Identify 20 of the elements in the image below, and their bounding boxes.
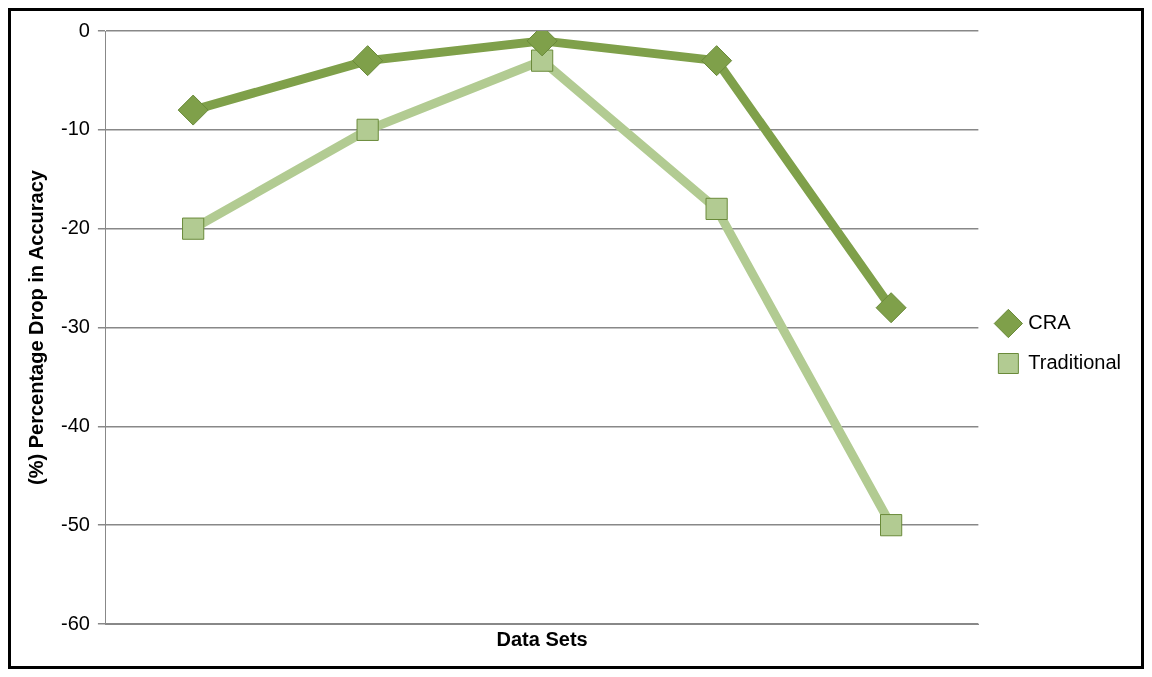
y-tick-label: -50	[61, 512, 90, 535]
point	[352, 45, 384, 77]
point	[880, 514, 903, 537]
y-tick-label: -10	[61, 117, 90, 140]
x-axis-title: Data Sets	[496, 627, 588, 650]
point	[177, 94, 209, 126]
point	[531, 49, 554, 72]
point	[705, 197, 728, 221]
point	[875, 292, 907, 324]
point	[356, 118, 379, 141]
y-tick-label: -30	[61, 315, 90, 338]
y-tick-label: -20	[61, 216, 90, 239]
point	[182, 217, 205, 240]
y-tick-label: -40	[61, 413, 90, 436]
legend-label: Traditional	[1028, 351, 1121, 374]
legend-label: CRA	[1028, 311, 1072, 334]
point	[701, 45, 733, 77]
y-tick-label: 0	[78, 18, 90, 41]
y-axis-title: (%) Percentage Drop in Accuracy	[24, 169, 47, 485]
y-tick-label: -60	[61, 611, 90, 634]
